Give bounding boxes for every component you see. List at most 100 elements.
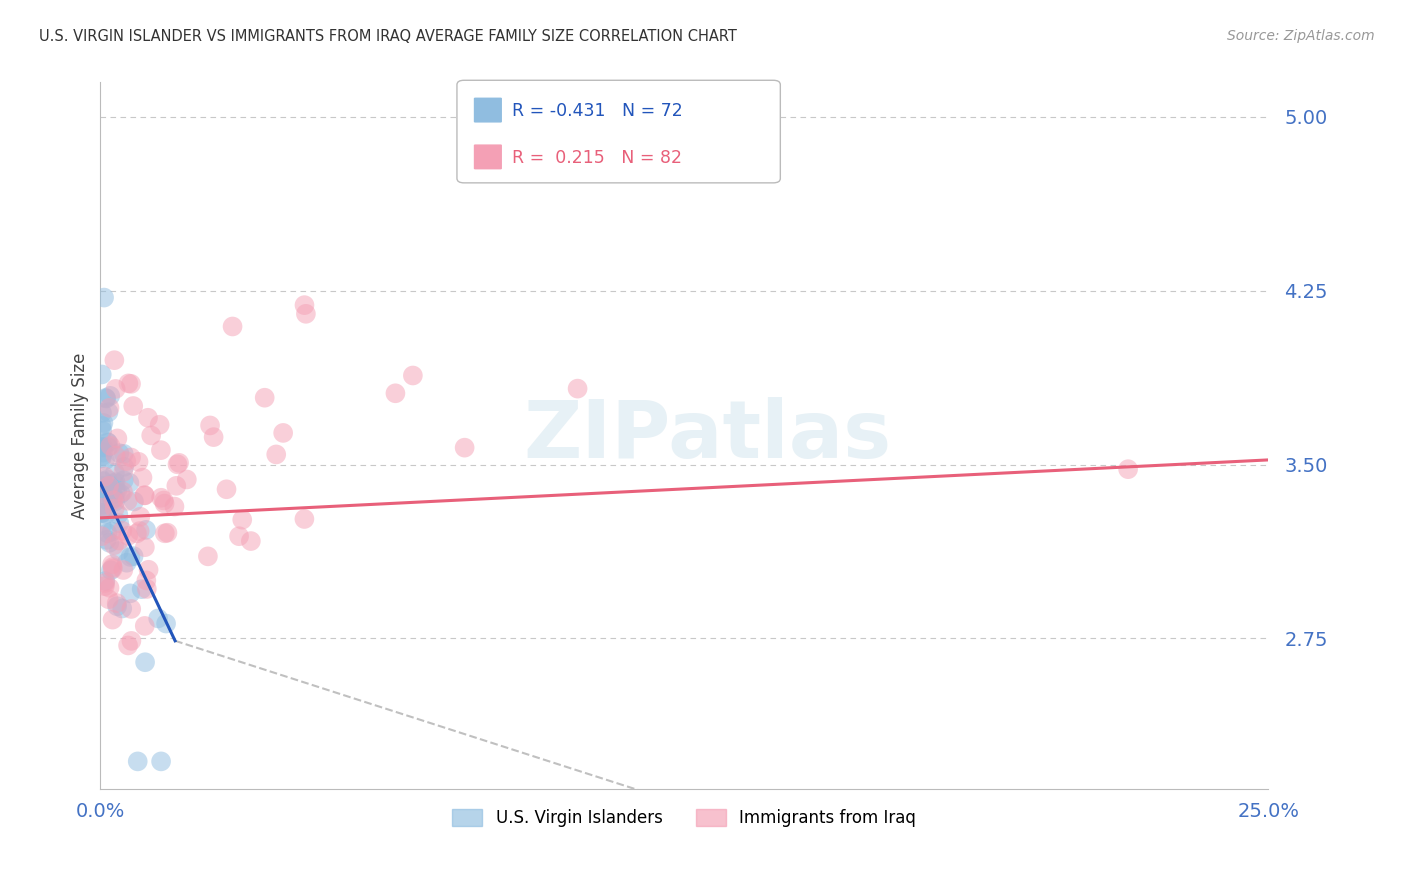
Point [120, 549, 142, 564]
Point [103, 493, 125, 508]
Point [94, 576, 117, 591]
Point [104, 501, 127, 516]
Point [96, 473, 118, 487]
Point [231, 513, 253, 527]
Point [104, 382, 127, 396]
Point [108, 446, 131, 460]
Point [94, 574, 117, 588]
Point [94, 453, 117, 467]
Point [115, 454, 138, 468]
Point [134, 540, 156, 554]
Point [118, 475, 141, 490]
Y-axis label: Average Family Size: Average Family Size [72, 352, 89, 519]
Point [91, 500, 114, 515]
Point [165, 479, 187, 493]
Point [122, 494, 145, 508]
Point [94, 579, 117, 593]
Point [127, 755, 149, 769]
Point [239, 534, 262, 549]
Point [97, 440, 120, 454]
Point [129, 509, 152, 524]
Point [104, 491, 127, 505]
Point [117, 376, 139, 391]
Point [90, 441, 112, 455]
Point [453, 441, 475, 455]
Point [105, 484, 128, 499]
Point [103, 353, 125, 368]
Point [138, 563, 160, 577]
Point [90, 506, 112, 520]
Point [101, 562, 124, 576]
Point [167, 456, 190, 470]
Point [101, 558, 124, 572]
Point [149, 417, 172, 432]
Point [228, 529, 250, 543]
Point [105, 596, 128, 610]
Point [134, 488, 156, 502]
Point [202, 430, 225, 444]
Point [94, 491, 117, 506]
Point [134, 488, 156, 502]
Point [98, 401, 121, 415]
Point [128, 455, 150, 469]
Point [197, 549, 219, 564]
Point [166, 458, 188, 472]
Point [120, 586, 142, 600]
Point [131, 582, 153, 596]
Point [93, 469, 115, 483]
Point [108, 544, 131, 558]
Point [90, 368, 112, 382]
Text: R =  0.215   N = 82: R = 0.215 N = 82 [512, 149, 682, 167]
Point [108, 533, 131, 548]
Point [115, 556, 138, 570]
Point [131, 470, 153, 484]
Point [104, 475, 127, 489]
Point [104, 484, 127, 499]
Point [150, 755, 173, 769]
Point [101, 492, 124, 507]
Point [111, 484, 134, 499]
Point [128, 524, 150, 538]
Point [98, 581, 121, 595]
Point [94, 507, 117, 521]
Point [100, 487, 122, 501]
Point [90, 529, 112, 543]
Point [104, 494, 127, 508]
Point [150, 491, 173, 505]
Point [91, 506, 114, 520]
Point [221, 319, 243, 334]
Point [112, 473, 135, 487]
Point [104, 466, 127, 480]
Point [91, 475, 114, 489]
Point [146, 611, 169, 625]
Point [97, 435, 120, 450]
Point [101, 613, 124, 627]
Point [135, 523, 157, 537]
Text: Source: ZipAtlas.com: Source: ZipAtlas.com [1227, 29, 1375, 43]
Point [93, 416, 115, 430]
Point [198, 418, 221, 433]
Point [567, 382, 589, 396]
Point [135, 582, 157, 596]
Point [93, 483, 115, 498]
Point [97, 592, 120, 607]
Point [90, 419, 112, 434]
Point [271, 425, 294, 440]
Point [117, 639, 139, 653]
Point [153, 526, 176, 541]
Point [152, 493, 174, 508]
Point [120, 376, 142, 391]
Text: R = -0.431   N = 72: R = -0.431 N = 72 [512, 102, 682, 120]
Point [122, 399, 145, 413]
Point [96, 526, 118, 541]
Point [110, 487, 132, 501]
Point [90, 449, 112, 463]
Point [103, 476, 125, 491]
Point [112, 563, 135, 577]
Point [91, 406, 114, 420]
Point [90, 518, 112, 533]
Point [90, 451, 112, 466]
Point [103, 538, 125, 552]
Point [149, 443, 172, 458]
Point [264, 447, 287, 461]
